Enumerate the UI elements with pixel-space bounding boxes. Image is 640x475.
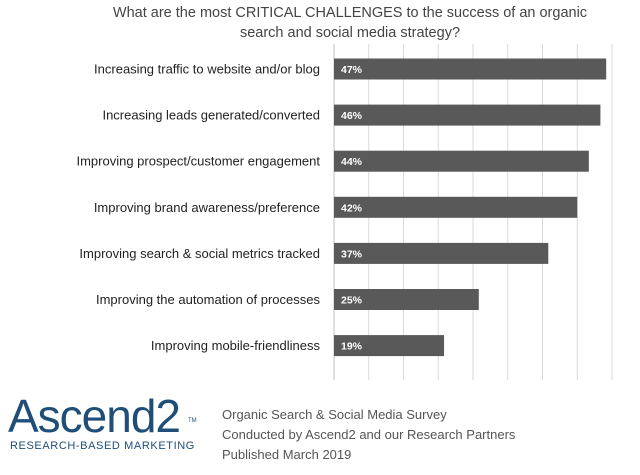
bar [334, 104, 601, 126]
category-label: Increasing traffic to website and/or blo… [94, 62, 320, 77]
bar [334, 150, 589, 172]
bar [334, 58, 607, 80]
value-label: 46% [341, 110, 363, 122]
category-label: Increasing leads generated/converted [102, 108, 320, 123]
category-label: Improving the automation of processes [96, 292, 321, 307]
chart-title: What are the most CRITICAL CHALLENGES to… [112, 5, 588, 41]
bar [334, 196, 578, 218]
category-label: Improving brand awareness/preference [94, 200, 320, 215]
value-label: 42% [341, 202, 363, 214]
value-label: 47% [341, 64, 363, 76]
logo-tagline: RESEARCH-BASED MARKETING [10, 440, 195, 452]
bar [334, 335, 445, 357]
source-line: Organic Search & Social Media Survey [222, 407, 447, 422]
logo-trademark: TM [188, 418, 197, 424]
source-line: Published March 2019 [222, 447, 352, 462]
bar-chart: Increasing traffic to website and/or blo… [76, 44, 613, 380]
source-line: Conducted by Ascend2 and our Research Pa… [222, 427, 516, 442]
category-label: Improving mobile-friendliness [151, 338, 321, 353]
source-note: Organic Search & Social Media Survey Con… [222, 405, 515, 465]
bar [334, 242, 549, 264]
value-label: 44% [341, 156, 363, 168]
category-label: Improving search & social metrics tracke… [79, 246, 320, 261]
value-label: 19% [341, 341, 363, 353]
bar [334, 289, 479, 310]
value-label: 25% [341, 295, 363, 307]
logo-wordmark: Ascend2 [8, 390, 181, 442]
ascend2-logo: Ascend2 TM RESEARCH-BASED MARKETING [8, 392, 198, 464]
value-label: 37% [341, 248, 363, 260]
category-label: Improving prospect/customer engagement [76, 154, 320, 169]
